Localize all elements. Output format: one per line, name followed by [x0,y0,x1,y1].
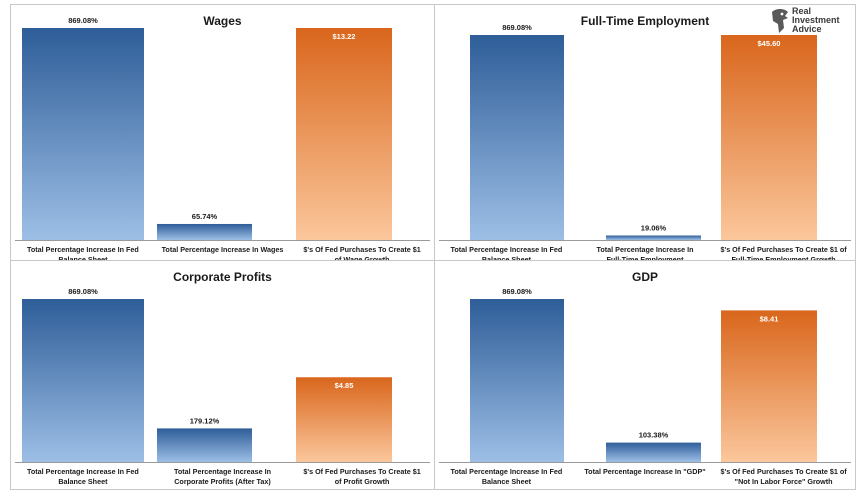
chart-grid: Wages 869.08% 65.74% $13.22 Total Percentage… [10,4,856,490]
data-label: $13.22 [333,32,356,41]
data-label: 103.38% [639,431,669,440]
chart-panel-wages: Wages 869.08% 65.74% $13.22 Total Percentage… [11,5,434,260]
tick-label: Total Percentage Increase In Corporate Pr… [174,467,271,486]
bar-full-time-employment-1 [470,35,564,240]
bar-corporate-profits-1 [22,299,144,462]
tick-label: Total Percentage Increase In Full-Time Em… [597,245,694,260]
chart-title: Corporate Profits [173,270,272,284]
logo: Real Investment Advice [770,6,850,40]
chart-wages: Wages 869.08% 65.74% $13.22 Total Percentage… [15,14,430,260]
logo-text: Real Investment Advice [792,7,840,34]
chart-title: Full-Time Employment [581,14,709,28]
logo-line-3: Advice [792,24,822,34]
tick-label: Total Percentage Increase In Fed Balance … [27,245,139,260]
data-label: $45.60 [758,39,781,48]
bar-gdp-1 [470,299,564,462]
tick-label: Total Percentage Increase In Wages [162,245,284,254]
bar-corporate-profits-3 [296,377,392,462]
bar-wages-3 [296,28,392,240]
logo-line-1: Real [792,6,812,16]
tick-label: Total Percentage Increase In Fed Balance … [451,467,563,486]
data-label: 179.12% [190,416,220,425]
data-label: 869.08% [68,16,98,25]
tick-label: $'s Of Fed Purchases To Create $1 of Wage… [303,245,420,260]
panel-divider-horizontal [11,260,855,261]
chart-title: Wages [203,14,242,28]
bar-full-time-employment-3 [721,35,817,240]
tick-label: Total Percentage Increase In Fed Balance … [451,245,563,260]
bar-wages-1 [22,28,144,240]
bar-full-time-employment-2 [606,235,701,240]
data-label: 65.74% [192,212,218,221]
bar-wages-2 [157,223,252,240]
bar-gdp-2 [606,442,701,462]
logo-line-2: Investment [792,15,840,25]
data-label: 19.06% [641,224,667,233]
tick-label: Total Percentage Increase In Fed Balance … [27,467,139,486]
eagle-head-icon [772,9,788,33]
panel-divider-vertical [434,5,435,489]
chart-corporate-profits: Corporate Profits 869.08% 179.12% $4.85 Tota… [15,270,430,486]
chart-gdp: GDP 869.08% 103.38% $8.41 Total Percentage I… [439,270,851,486]
tick-label: $'s Of Fed Purchases To Create $1 of "Not… [720,467,847,486]
chart-title: GDP [632,270,658,284]
bar-gdp-3 [721,310,817,462]
data-label: 869.08% [68,287,98,296]
data-label: $4.85 [335,381,354,390]
data-label: 869.08% [502,23,532,32]
bar-corporate-profits-2 [157,428,252,462]
data-label: 869.08% [502,287,532,296]
chart-panel-full-time-employment: Full-Time Employment 869.08% 19.06% $45.60 T… [435,5,858,260]
data-label: $8.41 [760,314,779,323]
tick-label: Total Percentage Increase In "GDP" [584,467,705,476]
chart-panel-corporate-profits: Corporate Profits 869.08% 179.12% $4.85 Tota… [11,261,434,504]
tick-label: $'s Of Fed Purchases To Create $1 of Full… [720,245,847,260]
chart-full-time-employment: Full-Time Employment 869.08% 19.06% $45.60 T… [439,14,851,260]
chart-panel-gdp: GDP 869.08% 103.38% $8.41 Total Percentage I… [435,261,858,504]
tick-label: $'s Of Fed Purchases To Create $1 of Prof… [303,467,420,486]
